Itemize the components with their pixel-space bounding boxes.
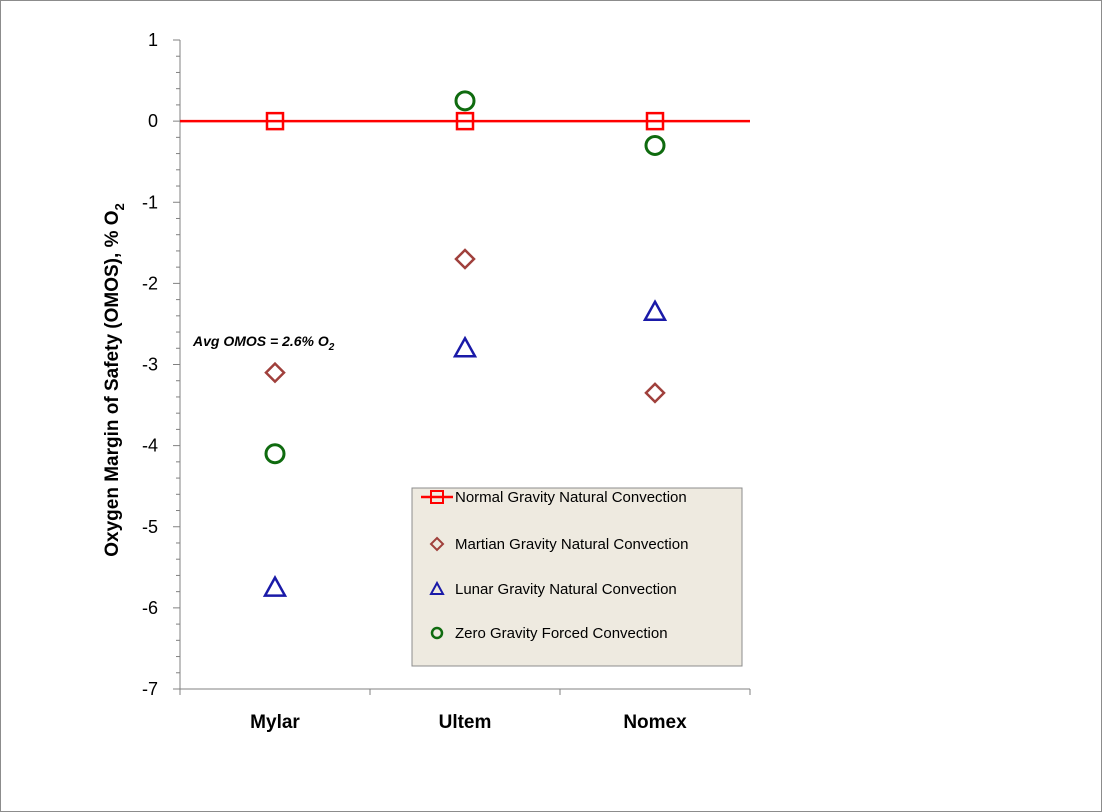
data-point (642, 299, 668, 322)
series-circle (264, 90, 666, 465)
series-diamond (264, 248, 666, 404)
legend-marker (429, 536, 445, 552)
y-tick-label: -4 (142, 436, 158, 456)
data-point (452, 335, 478, 358)
data-point (265, 111, 285, 131)
y-tick-label: -6 (142, 598, 158, 618)
data-point (644, 134, 666, 156)
y-tick-label: 1 (148, 30, 158, 50)
legend-label: Zero Gravity Forced Convection (455, 625, 668, 642)
legend-marker (430, 626, 444, 640)
data-point (264, 361, 286, 384)
x-category-label: Nomex (623, 712, 687, 733)
legend-entry: Zero Gravity Forced Convection (430, 625, 668, 642)
legend: Normal Gravity Natural Convection Martian… (411, 487, 743, 667)
y-tick-label: -2 (142, 273, 158, 293)
y-tick-label: -3 (142, 355, 158, 375)
legend-marker (430, 490, 444, 504)
legend-marker (429, 580, 445, 595)
data-point (262, 575, 288, 597)
legend-label: Martian Gravity Natural Convection (455, 536, 688, 553)
y-axis: 1 0 -1 -2 -3 -4 -5 -6 -7 (142, 30, 181, 699)
data-point (454, 248, 476, 270)
legend-entry: Normal Gravity Natural Convection (421, 489, 687, 506)
y-tick-label: 0 (148, 111, 158, 131)
series-square (180, 111, 750, 131)
data-point (455, 111, 475, 131)
legend-label: Normal Gravity Natural Convection (455, 489, 687, 506)
legend-label: Lunar Gravity Natural Convection (455, 581, 677, 598)
legend-box (411, 487, 743, 667)
legend-entry: Martian Gravity Natural Convection (429, 536, 688, 553)
y-tick-label: -7 (142, 679, 158, 699)
series-layer (180, 90, 750, 597)
data-point (645, 111, 665, 131)
y-tick-label: -1 (142, 192, 158, 212)
y-tick-label: -5 (142, 517, 158, 537)
x-category-label: Ultem (439, 712, 492, 733)
y-axis-label: Oxygen Margin of Safety (OMOS), % O2 (102, 203, 127, 557)
x-axis: Mylar Ultem Nomex (179, 688, 751, 733)
legend-entry: Lunar Gravity Natural Convection (429, 580, 677, 598)
x-category-label: Mylar (250, 712, 300, 733)
data-point (264, 443, 286, 465)
avg-omos-annotation: Avg OMOS = 2.6% O2 (192, 333, 335, 353)
series-triangle (262, 299, 668, 597)
data-point (454, 90, 476, 112)
data-point (644, 382, 666, 404)
